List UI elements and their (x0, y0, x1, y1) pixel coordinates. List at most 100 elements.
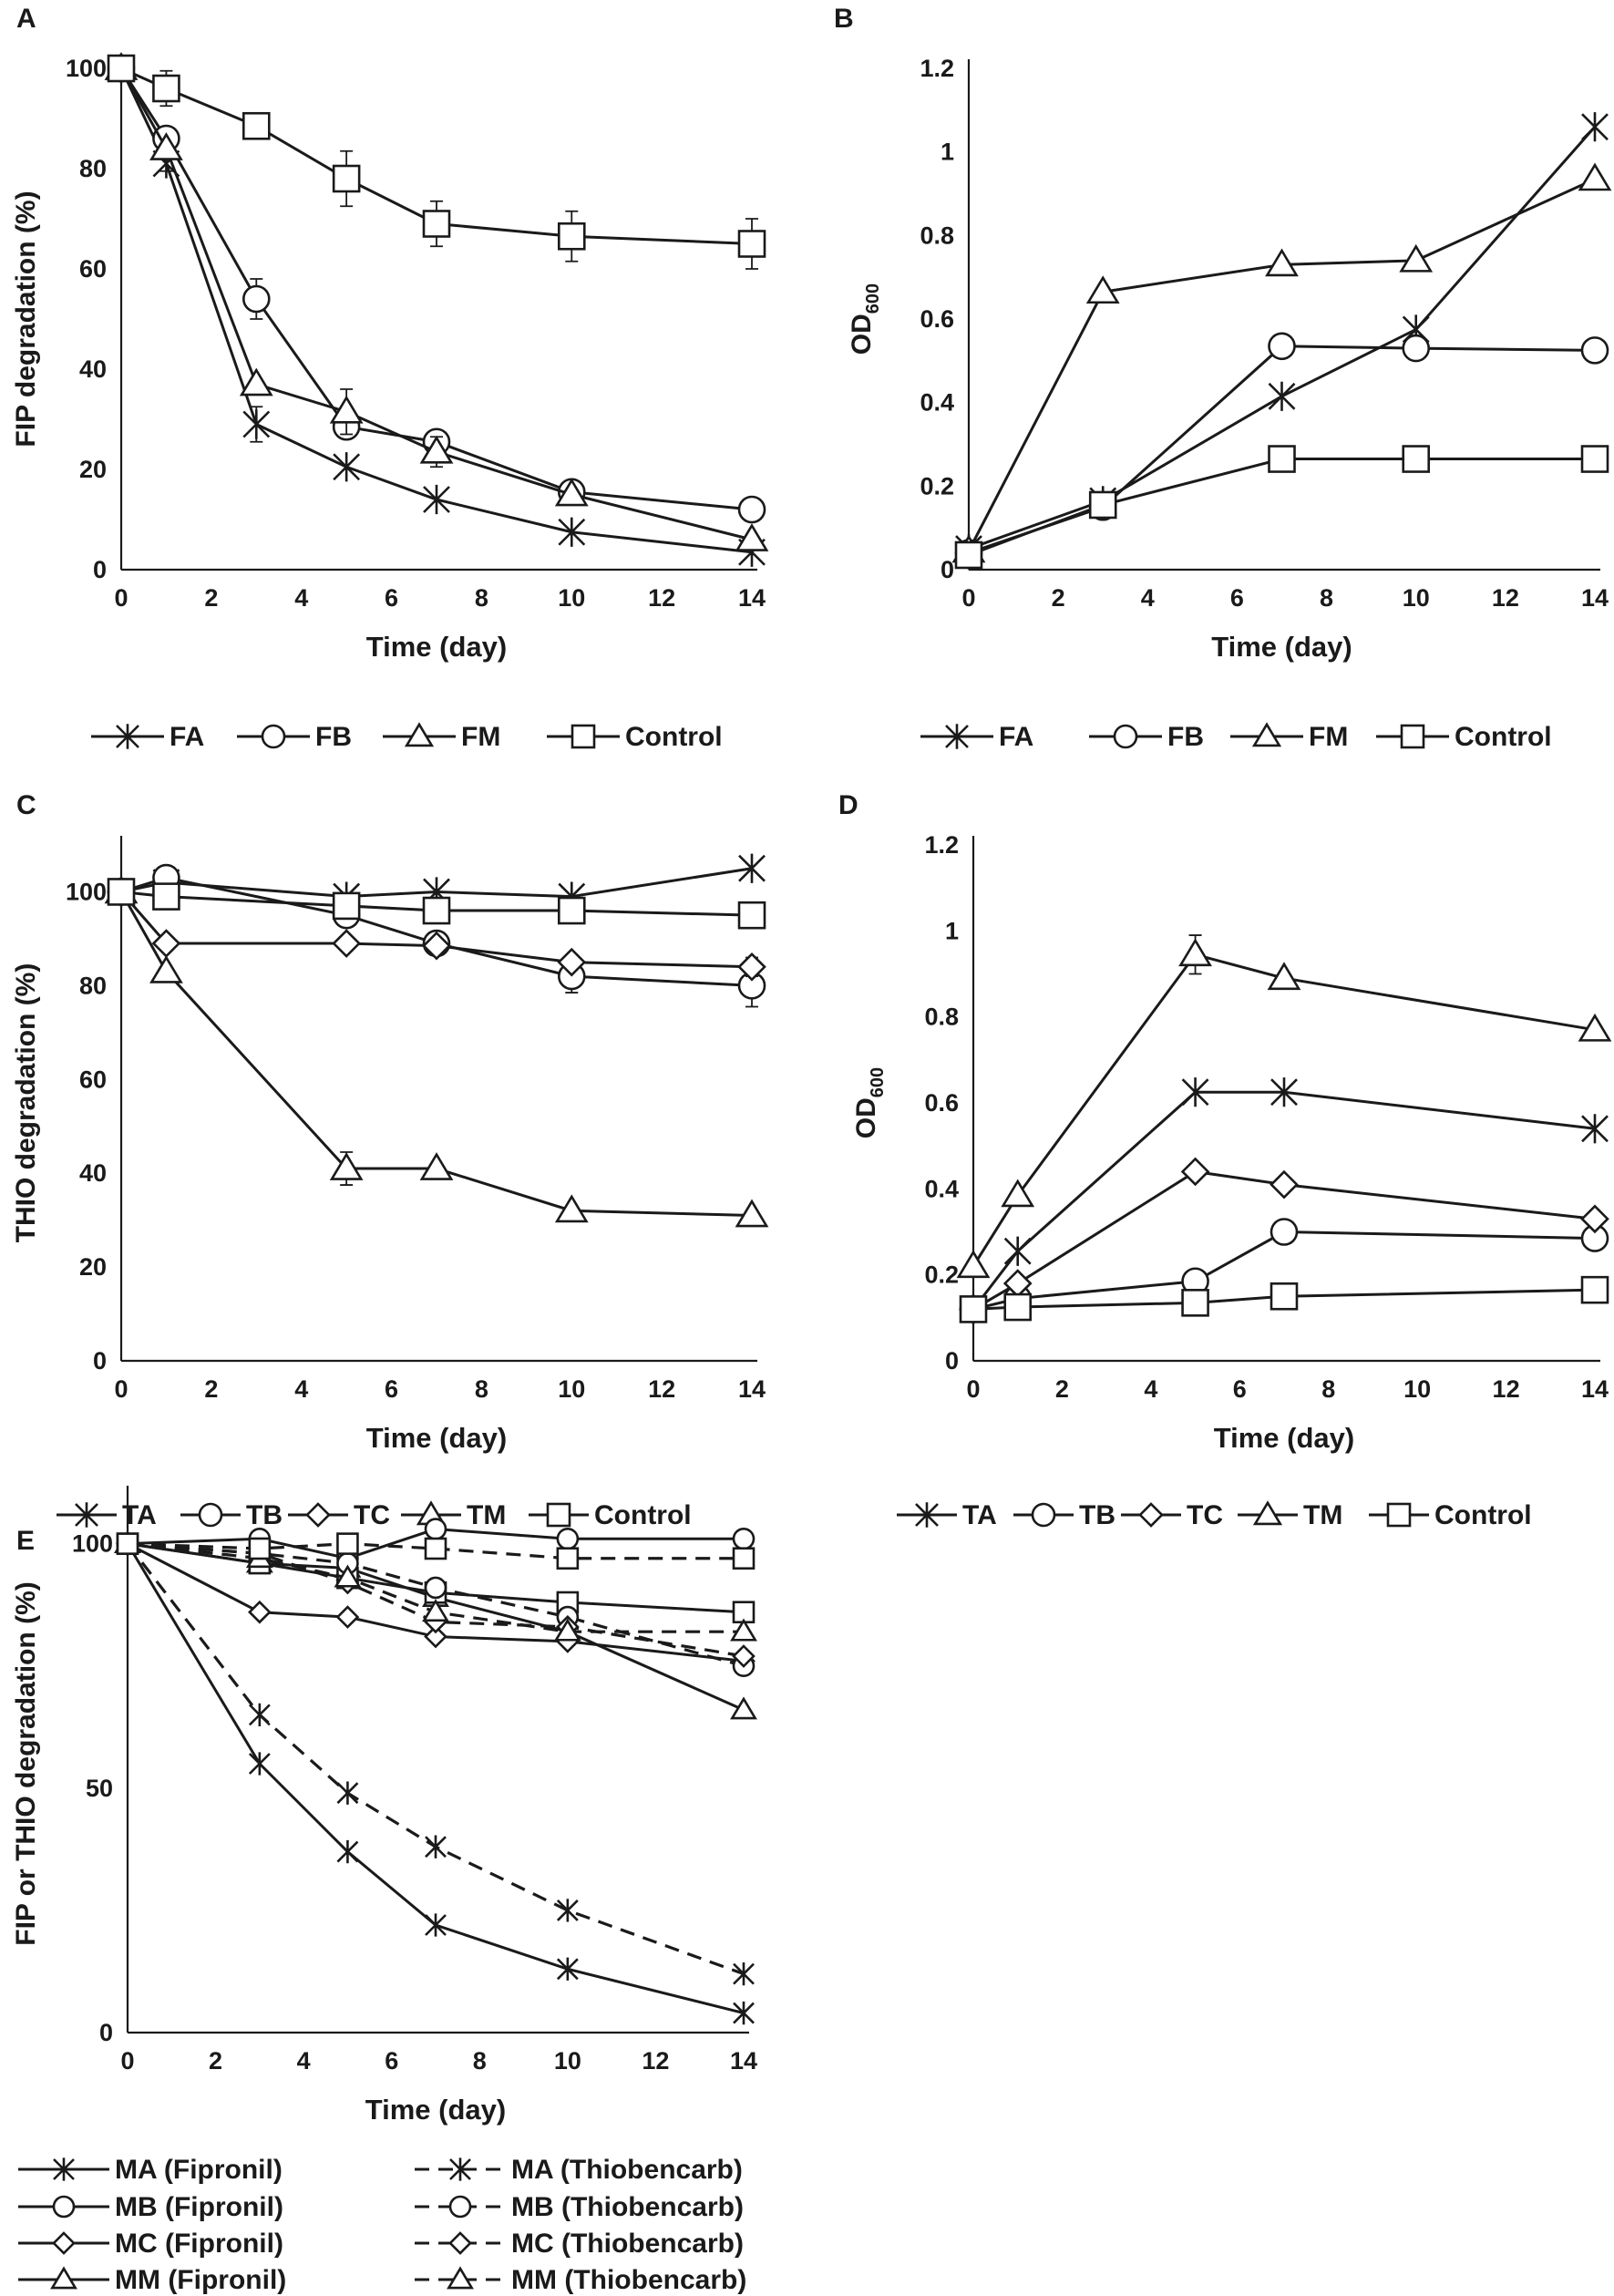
chart-C-point-control (152, 882, 180, 911)
chart-B-x-axis-title: Time (day) (1211, 631, 1352, 663)
chart-B-point-fb (1580, 336, 1609, 365)
chart-C-panel: C 0 2 4 6 8 10 12 14 0 20 40 60 80 100 Time (day) THIO d… (11, 790, 769, 1530)
chart-C-point-tm (149, 954, 183, 983)
chart-C-x-tick-label: 12 (648, 1375, 675, 1403)
chart-C-x-tick-label: 0 (114, 1375, 128, 1403)
chart-B-x-tick-label: 8 (1320, 584, 1333, 612)
chart-D-y-tick-label: 1.2 (924, 831, 959, 859)
chart-D-point-tm (1001, 1179, 1035, 1208)
chart-E-legend-label-mm-thiobencarb: MM (Thiobencarb) (511, 2265, 746, 2295)
chart-D-point-tm (1267, 962, 1301, 991)
chart-B-y-axis-title-sub: 600 (863, 283, 883, 314)
chart-D-legend-marker-tm (1252, 1500, 1283, 1526)
chart-E-legend-label-mc-fipronil: MC (Fipronil) (115, 2229, 283, 2259)
chart-A-y-tick-label: 0 (93, 556, 107, 583)
chart-A-y-tick-label: 20 (79, 456, 107, 483)
chart-D-x-tick-label: 6 (1233, 1375, 1247, 1403)
chart-E-legend-label-mm-fipronil: MM (Fipronil) (115, 2265, 286, 2295)
chart-E-legend-marker-mm-fipronil (50, 2266, 77, 2290)
chart-E-point-mc-fipronil (424, 1624, 447, 1649)
chart-E-legend-label-mb-fipronil: MB (Fipronil) (115, 2192, 283, 2222)
chart-B-point-control (1088, 490, 1117, 520)
chart-A-panel: A 0 2 4 6 8 10 12 14 0 20 40 60 80 100 Time (day) FIP de… (11, 4, 769, 752)
chart-E-point-control-thiobencarb (556, 1547, 580, 1570)
chart-D-y-tick-label: 0.6 (924, 1089, 959, 1117)
chart-E-line-mb-thiobencarb (127, 1542, 745, 1668)
chart-E-panel-letter: E (16, 1526, 35, 1556)
chart-E-line-mb-fipronil (127, 1528, 744, 1560)
chart-C-x-tick-label: 8 (475, 1375, 488, 1403)
chart-E-legend-marker-mm-thiobencarb (447, 2266, 474, 2290)
chart-D-legend-label-tb: TB (1079, 1500, 1115, 1530)
chart-C-x-tick-label: 2 (204, 1375, 218, 1403)
chart-B-point-control (1580, 445, 1609, 473)
chart-E-point-mb-fipronil (732, 1527, 756, 1550)
chart-A-x-tick-label: 2 (204, 584, 218, 612)
chart-C-point-tc (422, 931, 451, 961)
chart-A-point-control (332, 164, 361, 193)
chart-D-x-axis-title: Time (day) (1214, 1422, 1354, 1454)
chart-C-legend-marker-ta (75, 1502, 98, 1528)
chart-C-x-tick-label: 10 (558, 1375, 585, 1403)
chart-B-x-tick-label: 12 (1492, 584, 1519, 612)
chart-B-y-tick-label: 0 (941, 556, 954, 583)
chart-B-x-tick-label: 6 (1230, 584, 1244, 612)
chart-E-point-mm-thiobencarb (553, 1618, 581, 1642)
chart-B-legend-label-control: Control (1455, 722, 1552, 752)
chart-E-point-mb-fipronil (424, 1518, 447, 1540)
chart-E-legend-label-mc-thiobencarb: MC (Thiobencarb) (511, 2229, 744, 2259)
chart-E-x-tick-label: 4 (297, 2047, 311, 2075)
chart-D-point-control (959, 1295, 988, 1323)
chart-E-legend-marker-ma-thiobencarb (449, 2157, 471, 2181)
chart-E-line-control-thiobencarb (127, 1542, 744, 1560)
chart-D-legend-marker-tc (1138, 1502, 1164, 1528)
chart-A-point-control (737, 230, 766, 258)
chart-A-y-tick-label: 60 (79, 255, 107, 283)
chart-D-point-tc (1180, 1157, 1210, 1187)
chart-E-line-ma-fipronil (126, 1542, 745, 2015)
chart-C-y-tick-label: 100 (66, 878, 107, 905)
chart-E-point-mc-fipronil (335, 1605, 360, 1629)
chart-D-legend-label-control: Control (1434, 1500, 1532, 1530)
chart-E-x-tick-label: 0 (120, 2047, 134, 2075)
chart-A-line-fa (119, 67, 753, 554)
chart-A-point-fm (239, 367, 273, 396)
chart-A-point-control (422, 210, 451, 238)
chart-A-x-tick-label: 4 (294, 584, 308, 612)
chart-B-y-tick-label: 0.4 (920, 389, 954, 417)
chart-C-line-tc (119, 891, 753, 969)
chart-E-x-tick-label: 12 (642, 2047, 669, 2075)
chart-E-y-tick-label: 50 (86, 1775, 113, 1802)
chart-B-panel-letter: B (834, 4, 854, 34)
chart-D-y-tick-label: 1 (945, 917, 959, 944)
chart-D-x-tick-label: 8 (1321, 1375, 1335, 1403)
chart-D-point-tm (1178, 938, 1212, 967)
chart-E-x-tick-label: 8 (473, 2047, 487, 2075)
chart-A-point-control (557, 221, 586, 251)
chart-E-x-tick-label: 10 (554, 2047, 581, 2075)
chart-D-legend-marker-control (1386, 1502, 1412, 1528)
chart-D-x-tick-label: 14 (1581, 1375, 1609, 1403)
chart-D-point-control (1003, 1292, 1033, 1322)
chart-B-legend-marker-control (1400, 724, 1425, 749)
chart-C-point-tm (554, 1194, 589, 1223)
chart-E-point-mc-thiobencarb (732, 1644, 756, 1668)
chart-E-point-ma-fipronil (556, 1957, 579, 1981)
chart-B-y-tick-label: 0.8 (920, 221, 954, 249)
chart-C-legend-marker-control (546, 1502, 571, 1528)
chart-D-y-tick-label: 0 (945, 1347, 959, 1375)
chart-C-y-tick-label: 20 (79, 1253, 107, 1281)
chart-C-point-control (557, 896, 586, 925)
chart-D-y-tick-label: 0.8 (924, 1004, 959, 1031)
chart-C-point-tm (419, 1152, 454, 1180)
chart-A-legend-label-control: Control (625, 722, 723, 752)
chart-B-legend-label-fa: FA (999, 722, 1033, 752)
chart-E-y-axis-title: FIP or THIO degradation (%) (11, 1581, 41, 1945)
chart-A-x-tick-label: 6 (385, 584, 398, 612)
chart-E-legend-label-ma-fipronil: MA (Fipronil) (115, 2155, 283, 2185)
chart-C-point-control (422, 896, 451, 925)
chart-B-y-tick-label: 1.2 (920, 55, 954, 82)
chart-D-y-tick-label: 0.2 (924, 1261, 959, 1289)
chart-C-point-tc (737, 952, 766, 982)
